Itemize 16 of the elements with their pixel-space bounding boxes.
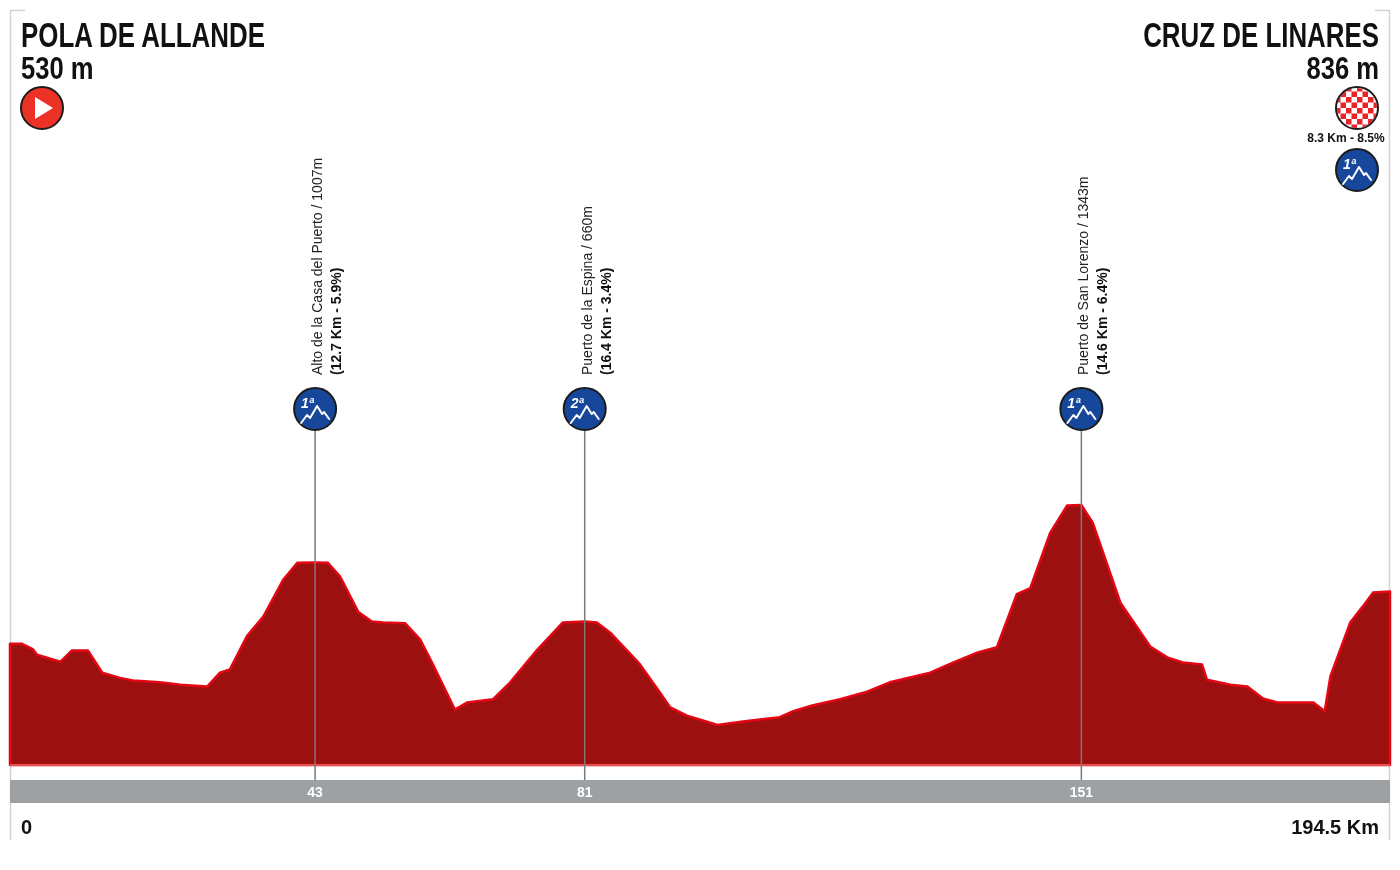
text: 194.5 Km (1291, 816, 1379, 838)
text: Puerto de la Espina / 660m (578, 206, 595, 375)
text: 8.3 Km - 8.5% (1307, 131, 1386, 145)
x-tick-label: 81 (576, 784, 593, 800)
text: 1ª (1343, 156, 1357, 172)
text: 1ª (1067, 395, 1082, 411)
text: Alto de la Casa del Puerto / 1007m (309, 157, 326, 375)
x-tick-label: 43 (307, 784, 324, 800)
text: Puerto de San Lorenzo / 1343m (1075, 176, 1092, 375)
text: 2ª (569, 395, 585, 411)
text: 1ª (301, 395, 315, 411)
x-tick-label: 151 (1069, 784, 1094, 800)
text: (16.4 Km - 3.4%) (597, 267, 614, 375)
text: (12.7 Km - 5.9%) (328, 267, 345, 375)
text: 0 (21, 816, 33, 838)
text: (14.6 Km - 6.4%) (1094, 267, 1111, 375)
